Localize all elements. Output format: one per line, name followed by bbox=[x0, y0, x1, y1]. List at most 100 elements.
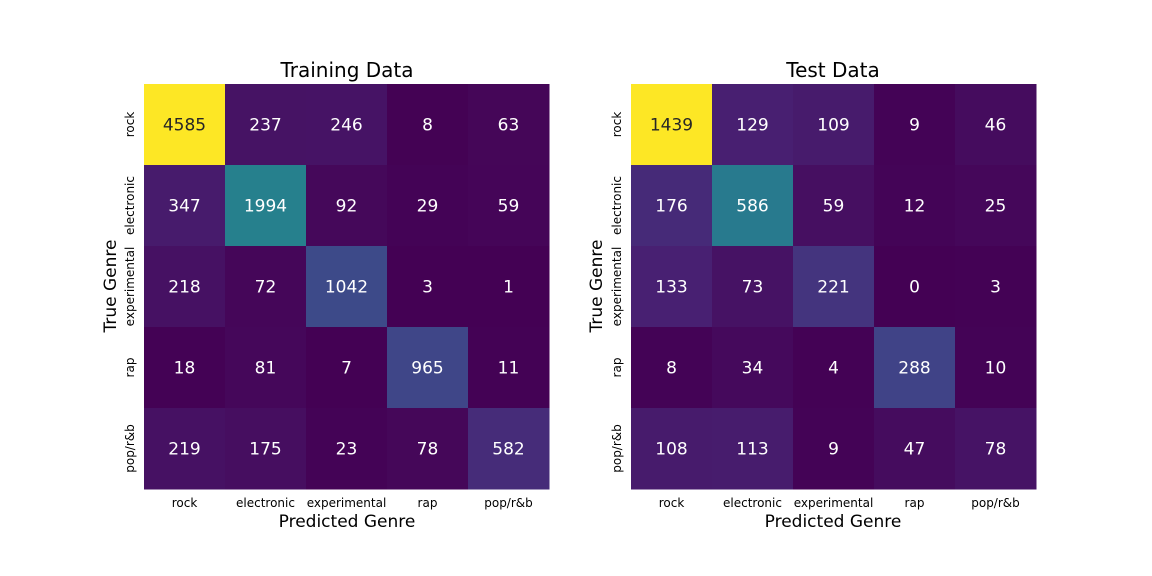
x-axis-label: Predicted Genre bbox=[279, 512, 416, 532]
y-tick-label: rock bbox=[610, 112, 624, 138]
cell-value-label: 218 bbox=[168, 278, 200, 298]
x-tick-label: rock bbox=[659, 496, 685, 510]
heatmap-cell bbox=[306, 327, 388, 409]
heatmap-cell bbox=[225, 327, 307, 409]
cell-value-label: 1 bbox=[503, 278, 514, 298]
cell-value-label: 7 bbox=[341, 359, 352, 379]
x-tick-label: rock bbox=[172, 496, 198, 510]
heatmap-cell bbox=[631, 327, 713, 409]
y-tick-label: experimental bbox=[610, 247, 624, 327]
heatmap-cell bbox=[955, 246, 1037, 328]
cell-value-label: 1994 bbox=[244, 197, 287, 217]
heatmap-cell bbox=[955, 165, 1037, 247]
x-tick-labels: rock electronic experimental rap pop/r&b bbox=[172, 496, 533, 510]
y-tick-label: rap bbox=[123, 358, 137, 378]
heatmap-cell bbox=[874, 246, 956, 328]
heatmap-cell bbox=[874, 84, 956, 166]
cell-value-label: 113 bbox=[736, 440, 768, 460]
heatmap-cell bbox=[468, 327, 550, 409]
heatmap-cell bbox=[631, 165, 713, 247]
y-axis-label: True Genre bbox=[101, 240, 121, 334]
cell-value-label: 8 bbox=[666, 359, 677, 379]
cell-value-label: 92 bbox=[336, 197, 358, 217]
heatmap-cell bbox=[225, 246, 307, 328]
cell-value-label: 221 bbox=[817, 278, 849, 298]
heatmap-cell bbox=[712, 246, 794, 328]
x-axis-label: Predicted Genre bbox=[765, 512, 902, 532]
y-tick-label: pop/r&b bbox=[123, 424, 137, 473]
heatmap-cell bbox=[793, 246, 875, 328]
heatmap-cell bbox=[712, 84, 794, 166]
cell-value-label: 176 bbox=[655, 197, 687, 217]
x-tick-label: pop/r&b bbox=[484, 496, 533, 510]
heatmap-cell bbox=[225, 165, 307, 247]
heatmap-cell bbox=[387, 84, 469, 166]
cell-value-label: 8 bbox=[422, 116, 433, 136]
heatmap-cell bbox=[306, 246, 388, 328]
cell-value-label: 129 bbox=[736, 116, 768, 136]
heatmap-cell bbox=[306, 84, 388, 166]
heatmap-cell bbox=[874, 165, 956, 247]
chart-title: Training Data bbox=[279, 58, 413, 82]
heatmap-cell bbox=[144, 84, 226, 166]
heatmap-cell bbox=[793, 327, 875, 409]
cell-value-label: 34 bbox=[742, 359, 764, 379]
heatmap-cell bbox=[631, 408, 713, 490]
cell-value-label: 10 bbox=[985, 359, 1007, 379]
cell-value-label: 78 bbox=[417, 440, 439, 460]
cell-value-label: 1439 bbox=[650, 116, 693, 136]
heatmap-cell bbox=[468, 165, 550, 247]
cell-value-label: 4585 bbox=[163, 116, 206, 136]
cell-value-label: 46 bbox=[985, 116, 1007, 136]
heatmap-cell bbox=[225, 84, 307, 166]
cell-value-label: 109 bbox=[817, 116, 849, 136]
cell-value-label: 246 bbox=[330, 116, 362, 136]
heatmap-cell bbox=[468, 408, 550, 490]
y-tick-label: experimental bbox=[123, 247, 137, 327]
x-tick-label: rap bbox=[418, 496, 438, 510]
y-tick-label: rock bbox=[123, 112, 137, 138]
heatmap-cell bbox=[874, 327, 956, 409]
y-tick-labels: rock electronic experimental rap pop/r&b bbox=[123, 112, 137, 473]
heatmap-cell bbox=[793, 84, 875, 166]
heatmap-cell bbox=[225, 408, 307, 490]
cell-value-label: 25 bbox=[985, 197, 1007, 217]
heatmap-cell bbox=[144, 408, 226, 490]
cell-value-label: 288 bbox=[898, 359, 930, 379]
cell-value-label: 81 bbox=[255, 359, 277, 379]
heatmap-cell bbox=[955, 408, 1037, 490]
x-tick-label: electronic bbox=[723, 496, 782, 510]
y-tick-label: pop/r&b bbox=[610, 424, 624, 473]
cell-value-label: 63 bbox=[498, 116, 520, 136]
y-axis-label: True Genre bbox=[587, 240, 607, 334]
y-tick-labels: rock electronic experimental rap pop/r&b bbox=[610, 112, 624, 473]
cell-value-label: 73 bbox=[742, 278, 764, 298]
heatmap-cell bbox=[306, 408, 388, 490]
heatmap-cell bbox=[306, 165, 388, 247]
cell-value-label: 586 bbox=[736, 197, 768, 217]
cell-value-label: 3 bbox=[422, 278, 433, 298]
heatmap-cell bbox=[712, 165, 794, 247]
heatmap-cell bbox=[955, 84, 1037, 166]
cell-value-label: 347 bbox=[168, 197, 200, 217]
cell-value-label: 18 bbox=[174, 359, 196, 379]
cell-value-label: 108 bbox=[655, 440, 687, 460]
cell-value-label: 133 bbox=[655, 278, 687, 298]
y-tick-label: rap bbox=[610, 358, 624, 378]
cell-value-label: 237 bbox=[249, 116, 281, 136]
heatmap-cell bbox=[712, 327, 794, 409]
cell-value-label: 72 bbox=[255, 278, 277, 298]
heatmap-cell bbox=[144, 246, 226, 328]
x-tick-labels: rock electronic experimental rap pop/r&b bbox=[659, 496, 1020, 510]
cell-value-label: 12 bbox=[904, 197, 926, 217]
cell-value-label: 175 bbox=[249, 440, 281, 460]
heatmap-cell bbox=[468, 84, 550, 166]
heatmap-cell bbox=[468, 246, 550, 328]
heatmap-cell bbox=[631, 246, 713, 328]
heatmap-cell bbox=[631, 84, 713, 166]
cell-value-label: 11 bbox=[498, 359, 520, 379]
